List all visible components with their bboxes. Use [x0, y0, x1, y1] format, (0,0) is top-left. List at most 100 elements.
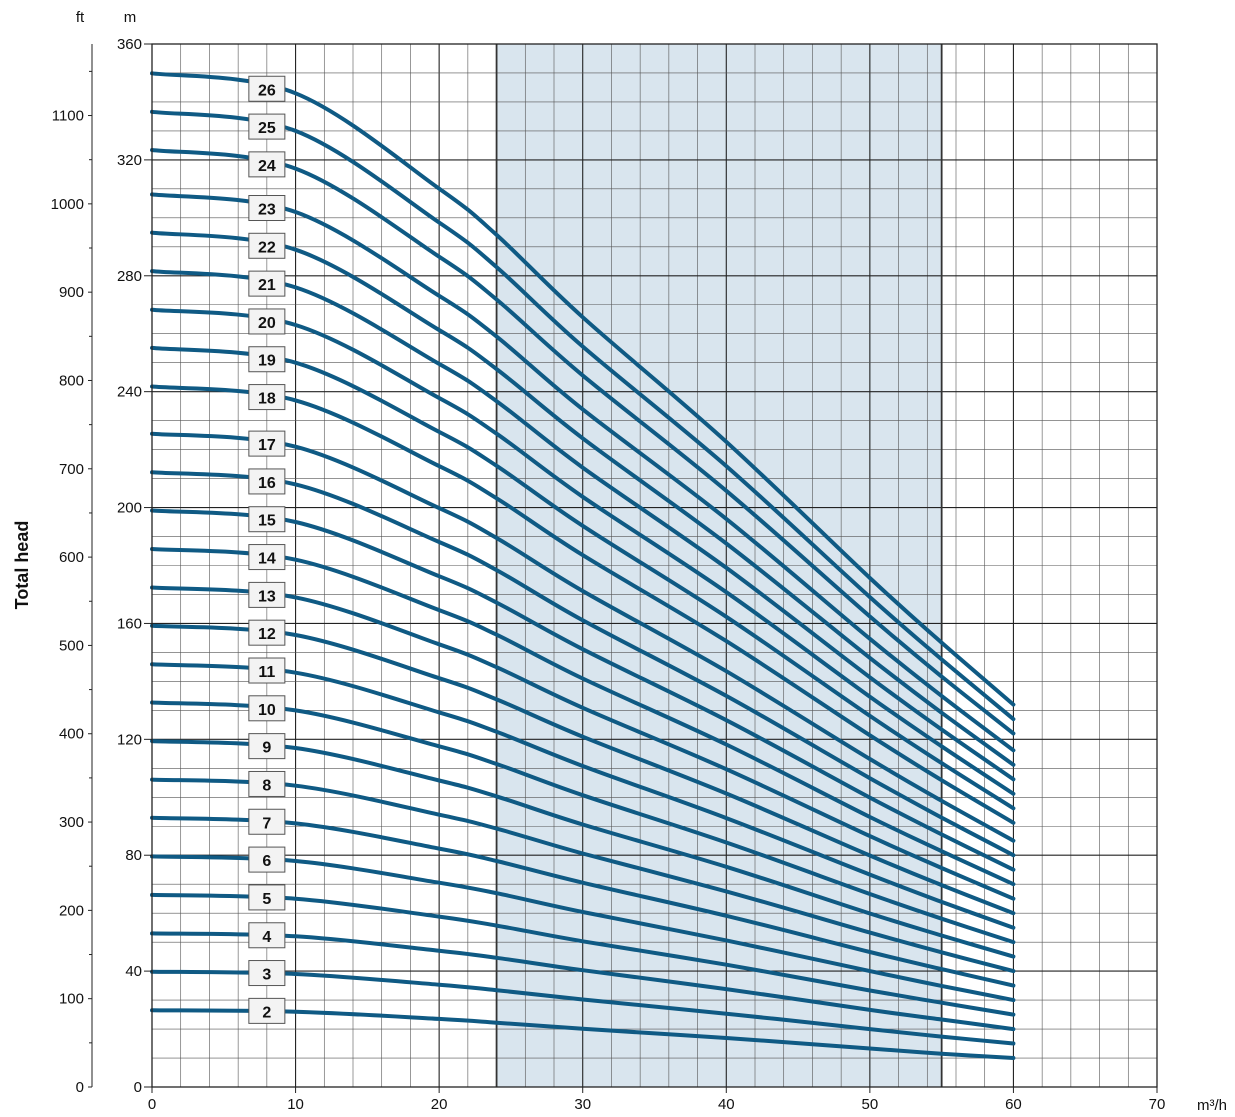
stage-label-16: 16	[258, 475, 276, 492]
stage-label-13: 13	[258, 588, 276, 605]
y-tick-label-ft: 500	[59, 637, 84, 654]
y-tick-label-ft: 300	[59, 814, 84, 831]
stage-label-8: 8	[262, 777, 271, 794]
stage-label-23: 23	[258, 202, 276, 219]
curve-2	[150, 1008, 1016, 1060]
curve-22	[150, 230, 1016, 767]
stage-label-2: 2	[262, 1004, 271, 1021]
stage-label-box	[248, 270, 286, 297]
stage-label-26: 26	[258, 82, 276, 99]
stage-label-11: 11	[258, 664, 275, 681]
stage-label-box	[248, 151, 286, 178]
stage-label-9: 9	[262, 740, 271, 757]
stage-label-box	[248, 808, 286, 835]
stage-label-box	[248, 733, 286, 760]
stage-label-15: 15	[258, 513, 276, 530]
stage-label-box	[248, 506, 286, 533]
y-tick-label-ft: 700	[59, 461, 84, 478]
performance-curves	[150, 71, 1016, 1060]
y-tick-label-m: 360	[117, 36, 142, 53]
stage-label-box	[248, 997, 286, 1024]
x-tick-label: 40	[718, 1096, 735, 1113]
stage-label-14: 14	[258, 551, 276, 568]
y-tick-label-ft: 100	[59, 991, 84, 1008]
stage-label-box	[248, 75, 286, 102]
stage-label-12: 12	[258, 626, 276, 643]
curve-13	[150, 585, 1016, 901]
ft-unit-label: ft	[76, 9, 85, 26]
stage-label-3: 3	[262, 967, 271, 984]
curve-6	[150, 854, 1016, 1003]
stage-label-20: 20	[258, 315, 276, 332]
x-unit-label: m³/h	[1197, 1097, 1227, 1114]
stage-label-22: 22	[258, 239, 276, 256]
stage-label-box	[248, 619, 286, 646]
y-tick-label-m: 200	[117, 500, 142, 517]
x-tick-label: 10	[287, 1096, 304, 1113]
x-tick-label: 30	[574, 1096, 591, 1113]
curve-9	[150, 739, 1016, 959]
curve-10	[150, 700, 1016, 945]
curve-12	[150, 623, 1016, 916]
y-axis-title: Total head	[12, 521, 32, 610]
y-tick-label-ft: 900	[59, 284, 84, 301]
y-tick-label-m: 40	[125, 963, 142, 980]
y-tick-label-ft: 1000	[51, 196, 84, 213]
stage-label-box	[248, 695, 286, 722]
stage-label-box	[248, 232, 286, 259]
x-axis-ticks: 0 10 20 30 40 50 60 70	[148, 1087, 1165, 1113]
curve-21	[150, 269, 1016, 782]
y-tick-label-ft: 1100	[52, 108, 84, 125]
curve-17	[150, 431, 1016, 843]
plot-frame	[151, 43, 1158, 1088]
stage-label-21: 21	[258, 277, 276, 294]
stage-label-box	[248, 346, 286, 373]
x-tick-label: 50	[862, 1096, 879, 1113]
y-tick-label-m: 120	[117, 731, 142, 748]
x-tick-label: 60	[1005, 1096, 1022, 1113]
y-tick-label-m: 280	[117, 268, 142, 285]
curve-18	[150, 384, 1016, 825]
curve-16	[150, 470, 1016, 858]
stage-label-box	[248, 384, 286, 411]
y-tick-label-ft: 200	[59, 902, 84, 919]
y-tick-label-m: 320	[117, 152, 142, 169]
stage-label-4: 4	[262, 929, 271, 946]
curve-23	[150, 192, 1016, 753]
stage-label-10: 10	[258, 702, 276, 719]
y-tick-label-ft: 600	[59, 549, 84, 566]
m-unit-label: m	[124, 9, 137, 26]
curve-26	[150, 71, 1016, 707]
y-tick-label-ft: 800	[59, 372, 84, 389]
x-tick-label: 20	[431, 1096, 448, 1113]
curve-19	[150, 345, 1016, 811]
y-tick-label-m: 240	[117, 384, 142, 401]
y-tick-label-ft: 400	[59, 726, 84, 743]
curve-20	[150, 307, 1016, 796]
stage-label-box	[248, 544, 286, 571]
y-tick-label-m: 0	[134, 1079, 142, 1096]
y-tick-label-m: 160	[117, 615, 142, 632]
curve-14	[150, 547, 1016, 887]
stage-label-24: 24	[258, 158, 276, 175]
curve-11	[150, 662, 1016, 930]
stage-label-box	[248, 960, 286, 987]
x-tick-label: 0	[148, 1096, 156, 1113]
curve-3	[150, 969, 1016, 1046]
y-axis-ticks-m: 0 40 80 120 160 200 240 280 320 360	[117, 36, 152, 1096]
y-tick-label-m: 80	[125, 847, 142, 864]
curve-5	[150, 892, 1016, 1017]
curve-7	[150, 815, 1016, 988]
stage-label-box	[248, 657, 286, 684]
curve-24	[150, 148, 1016, 736]
curve-4	[150, 931, 1016, 1032]
stage-label-box	[248, 468, 286, 495]
stage-label-box	[248, 308, 286, 335]
stage-label-box	[248, 922, 286, 949]
stage-label-6: 6	[262, 853, 271, 870]
curve-25	[150, 109, 1016, 722]
y-axis-ticks-ft: 0 100 200 300 400 500 600 700 800 900 1000 1100	[51, 44, 93, 1096]
stage-labels: 2345678910111213141516171819202122232425…	[248, 75, 286, 1024]
y-tick-label-ft: 0	[76, 1079, 84, 1096]
